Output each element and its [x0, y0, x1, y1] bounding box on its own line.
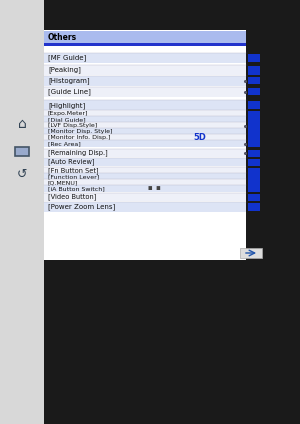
Bar [44, 134, 246, 141]
Bar [44, 87, 246, 97]
Bar [44, 43, 246, 46]
Bar [44, 173, 246, 180]
Bar [44, 140, 246, 147]
Bar [248, 135, 260, 141]
Text: [Function Lever]: [Function Lever] [48, 174, 99, 179]
Bar [248, 186, 260, 192]
Text: Others: Others [48, 33, 77, 42]
Bar [248, 194, 260, 201]
Text: ↺: ↺ [17, 167, 27, 181]
Bar [248, 159, 260, 166]
Bar [248, 117, 260, 123]
Bar [44, 100, 246, 111]
Bar [44, 167, 246, 175]
Text: [Rec Area]: [Rec Area] [48, 141, 81, 146]
Bar [0, 0, 44, 424]
Bar [248, 54, 260, 62]
Bar [44, 31, 246, 43]
Bar [248, 88, 260, 95]
Bar [44, 116, 246, 123]
Text: ◼  ◼: ◼ ◼ [148, 186, 161, 190]
Text: [Guide Line]: [Guide Line] [48, 89, 91, 95]
Bar [248, 150, 260, 157]
Bar [44, 158, 246, 166]
Text: [Auto Review]: [Auto Review] [48, 159, 94, 165]
Bar [44, 193, 246, 201]
Text: [Expo.Meter]: [Expo.Meter] [48, 111, 88, 116]
Bar [248, 203, 260, 211]
Bar [248, 123, 260, 129]
Bar [44, 122, 246, 129]
Bar [44, 149, 246, 157]
Text: [Power Zoom Lens]: [Power Zoom Lens] [48, 204, 115, 210]
Text: [Monitor Disp. Style]: [Monitor Disp. Style] [48, 129, 112, 134]
Text: [Peaking]: [Peaking] [48, 67, 81, 73]
Bar [44, 76, 246, 86]
Text: ⌂: ⌂ [18, 117, 26, 131]
Text: [Histogram]: [Histogram] [48, 78, 90, 84]
Bar [44, 30, 246, 260]
Text: [Monitor Info. Disp.]: [Monitor Info. Disp.] [48, 135, 110, 140]
Text: [MF Guide]: [MF Guide] [48, 55, 86, 61]
Bar [248, 174, 260, 180]
Bar [248, 66, 260, 75]
Bar [44, 128, 246, 135]
Text: [iA Button Switch]: [iA Button Switch] [48, 186, 105, 191]
Bar [44, 110, 246, 117]
Text: [Remaining Disp.]: [Remaining Disp.] [48, 150, 108, 156]
Text: [Highlight]: [Highlight] [48, 102, 85, 109]
Text: [LVF Disp.Style]: [LVF Disp.Style] [48, 123, 97, 128]
Bar [248, 77, 260, 84]
Bar [44, 185, 246, 192]
Bar [248, 101, 260, 109]
Text: [Video Button]: [Video Button] [48, 194, 96, 201]
Bar [44, 53, 246, 63]
Bar [248, 180, 260, 186]
Bar [240, 248, 262, 258]
Text: [Q.MENU]: [Q.MENU] [48, 180, 78, 185]
Text: [Dial Guide]: [Dial Guide] [48, 117, 86, 122]
Bar [15, 147, 29, 156]
Bar [248, 111, 260, 117]
Text: [Fn Button Set]: [Fn Button Set] [48, 167, 99, 174]
Bar [44, 202, 246, 212]
Text: 5D: 5D [193, 132, 206, 142]
Bar [248, 168, 260, 175]
Bar [248, 141, 260, 147]
Bar [44, 65, 246, 75]
Bar [248, 129, 260, 135]
Bar [44, 179, 246, 186]
